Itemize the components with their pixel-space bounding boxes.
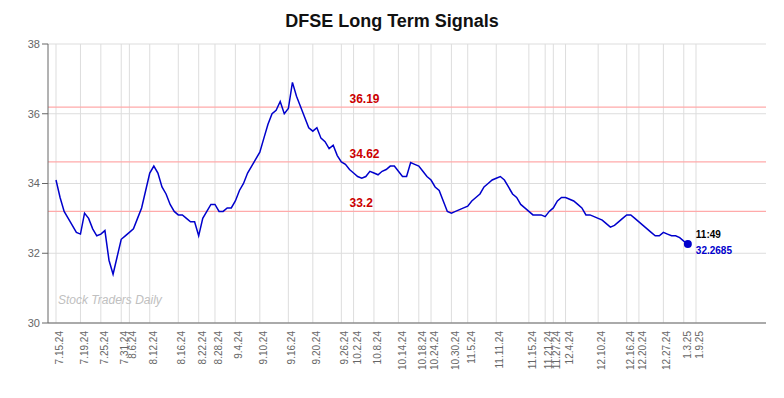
- svg-text:12.16.24: 12.16.24: [625, 331, 636, 370]
- svg-text:9.4.24: 9.4.24: [233, 331, 244, 359]
- svg-text:11.5.24: 11.5.24: [466, 331, 477, 364]
- svg-text:7.19.24: 7.19.24: [79, 331, 90, 365]
- svg-text:9.20.24: 9.20.24: [311, 331, 322, 365]
- svg-text:10.8.24: 10.8.24: [372, 331, 383, 365]
- svg-text:11:49: 11:49: [696, 229, 721, 240]
- svg-text:8.16.24: 8.16.24: [176, 331, 187, 365]
- svg-text:7.31.24: 7.31.24: [119, 331, 131, 365]
- svg-text:11.21.24: 11.21.24: [543, 331, 555, 370]
- svg-text:10.24.24: 10.24.24: [429, 331, 440, 370]
- svg-text:7.15.24: 7.15.24: [54, 331, 65, 365]
- svg-text:1.9.25: 1.9.25: [694, 331, 705, 359]
- svg-text:8.22.24: 8.22.24: [197, 331, 208, 365]
- svg-text:9.16.24: 9.16.24: [286, 331, 297, 365]
- svg-text:12.20.24: 12.20.24: [637, 331, 648, 370]
- svg-text:32.2685: 32.2685: [696, 245, 733, 256]
- svg-text:10.30.24: 10.30.24: [450, 331, 461, 370]
- svg-text:8.12.24: 8.12.24: [148, 331, 159, 365]
- svg-text:9.26.24: 9.26.24: [339, 331, 350, 365]
- svg-text:12.4.24: 12.4.24: [564, 331, 575, 365]
- svg-text:36: 36: [28, 108, 40, 120]
- svg-text:10.18.24: 10.18.24: [417, 331, 428, 370]
- svg-text:7.25.24: 7.25.24: [99, 331, 110, 365]
- html-text:DFSE Long Term Signals: DFSE Long Term Signals: [285, 11, 499, 31]
- svg-text:30: 30: [28, 317, 40, 329]
- svg-text:10.14.24: 10.14.24: [397, 331, 408, 370]
- svg-text:8.6.24: 8.6.24: [127, 331, 138, 359]
- svg-text:9.10.24: 9.10.24: [258, 331, 269, 365]
- svg-text:11.15.24: 11.15.24: [527, 331, 538, 370]
- svg-text:36.19: 36.19: [350, 92, 380, 106]
- svg-text:33.2: 33.2: [350, 196, 374, 210]
- svg-text:10.2.24: 10.2.24: [352, 331, 363, 365]
- svg-text:12.27.24: 12.27.24: [661, 331, 672, 370]
- svg-text:34.62: 34.62: [350, 147, 380, 161]
- html-text:Stock Traders Daily: Stock Traders Daily: [58, 293, 162, 307]
- svg-text:11.27.24: 11.27.24: [551, 331, 562, 370]
- svg-text:8.28.24: 8.28.24: [213, 331, 224, 365]
- svg-text:34: 34: [28, 177, 40, 189]
- svg-text:32: 32: [28, 247, 40, 259]
- svg-text:12.10.24: 12.10.24: [596, 331, 607, 370]
- svg-text:11.11.24: 11.11.24: [494, 331, 505, 369]
- svg-text:1.3.25: 1.3.25: [682, 331, 693, 359]
- svg-text:38: 38: [28, 38, 40, 50]
